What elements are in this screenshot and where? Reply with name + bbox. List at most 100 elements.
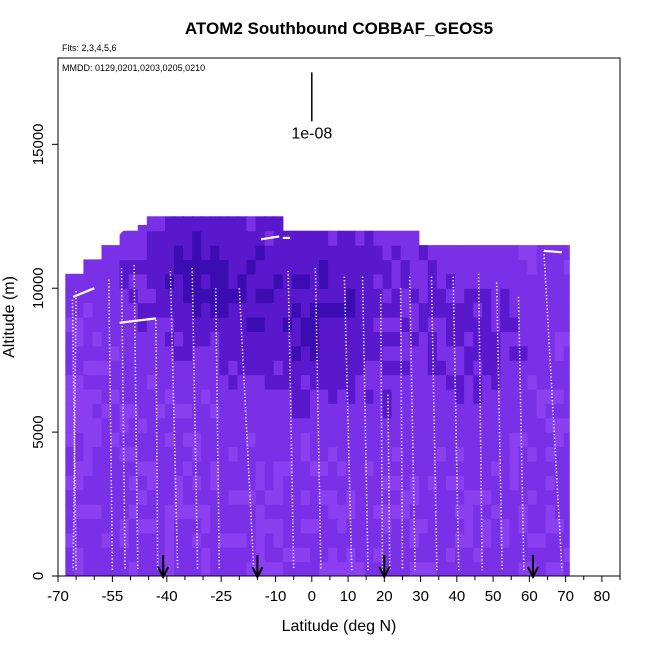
curtain-cell bbox=[65, 504, 75, 520]
curtain-cell bbox=[464, 504, 474, 520]
curtain-cell bbox=[237, 504, 248, 520]
curtain-cell bbox=[92, 388, 103, 404]
curtain-cell bbox=[264, 288, 275, 304]
curtain-cell bbox=[527, 504, 538, 520]
curtain-cell bbox=[554, 417, 565, 433]
curtain-cell bbox=[246, 317, 257, 332]
curtain-cell bbox=[554, 331, 565, 347]
curtain-cell bbox=[192, 403, 202, 419]
curtain-cell bbox=[273, 518, 284, 534]
curtain-cell bbox=[409, 345, 420, 361]
curtain-cell bbox=[137, 374, 148, 390]
curtain-cell bbox=[273, 446, 284, 462]
curtain-cell bbox=[491, 460, 501, 476]
curtain-cell bbox=[328, 360, 338, 376]
curtain-cell bbox=[300, 273, 311, 289]
curtain-cell bbox=[427, 446, 438, 462]
curtain-cell bbox=[337, 460, 347, 476]
curtain-cell bbox=[346, 532, 356, 548]
curtain-cell bbox=[183, 504, 193, 520]
curtain-cell bbox=[418, 245, 429, 261]
curtain-cell bbox=[92, 489, 103, 505]
curtain-cell bbox=[545, 360, 556, 376]
curtain-cell bbox=[228, 403, 239, 419]
curtain-cell bbox=[264, 259, 275, 275]
curtain-cell bbox=[500, 504, 510, 520]
curtain-cell bbox=[409, 302, 420, 318]
curtain-cell bbox=[192, 374, 202, 390]
curtain-cell bbox=[527, 245, 538, 261]
curtain-cell bbox=[473, 547, 483, 563]
curtain-cell bbox=[563, 475, 570, 491]
curtain-cell bbox=[355, 446, 365, 462]
curtain-cell bbox=[192, 259, 202, 275]
curtain-cell bbox=[400, 518, 411, 534]
curtain-cell bbox=[155, 345, 166, 361]
curtain-cell bbox=[155, 432, 166, 448]
curtain-cell bbox=[255, 475, 266, 491]
curtain-cell bbox=[527, 331, 538, 347]
curtain-cell bbox=[491, 532, 501, 548]
curtain-cell bbox=[201, 561, 211, 576]
curtain-cell bbox=[337, 417, 347, 433]
curtain-cell bbox=[346, 475, 356, 491]
curtain-cell bbox=[174, 432, 184, 448]
curtain-cell bbox=[536, 360, 547, 376]
curtain-cell bbox=[101, 259, 112, 275]
curtain-cell bbox=[310, 432, 320, 448]
curtain-cell bbox=[92, 403, 103, 419]
curtain-cell bbox=[527, 532, 538, 548]
curtain-cell bbox=[264, 432, 275, 448]
curtain-cell bbox=[119, 388, 130, 404]
curtain-cell bbox=[92, 273, 103, 289]
curtain-cell bbox=[518, 259, 529, 275]
curtain-cell bbox=[328, 504, 338, 520]
curtain-cell bbox=[165, 345, 175, 361]
curtain-cell bbox=[382, 302, 393, 318]
curtain-cell bbox=[246, 547, 257, 563]
curtain-cell bbox=[128, 460, 139, 476]
curtain-cell bbox=[101, 475, 112, 491]
curtain-cell bbox=[364, 561, 375, 576]
curtain-cell bbox=[346, 360, 356, 376]
x-tick-label: 30 bbox=[412, 588, 429, 605]
curtain-cell bbox=[291, 446, 302, 462]
curtain-cell bbox=[382, 532, 393, 548]
curtain-cell bbox=[282, 388, 293, 404]
curtain-cell bbox=[110, 561, 121, 576]
curtain-cell bbox=[110, 317, 121, 332]
curtain-cell bbox=[246, 345, 257, 361]
curtain-cell bbox=[210, 317, 220, 332]
curtain-cell bbox=[319, 417, 329, 433]
curtain-cell bbox=[355, 475, 365, 491]
curtain-cell bbox=[300, 302, 311, 318]
curtain-cell bbox=[210, 561, 220, 576]
curtain-cell bbox=[518, 273, 529, 289]
curtain-cell bbox=[536, 403, 547, 419]
curtain-cell bbox=[282, 245, 293, 261]
curtain-cell bbox=[183, 460, 193, 476]
curtain-cell bbox=[400, 432, 411, 448]
curtain-cell bbox=[282, 561, 293, 576]
curtain-cell bbox=[264, 417, 275, 433]
curtain-cell bbox=[473, 388, 483, 404]
curtain-cell bbox=[291, 288, 302, 304]
curtain-cell bbox=[337, 475, 347, 491]
curtain-cell bbox=[273, 547, 284, 563]
curtain-cell bbox=[183, 331, 193, 347]
curtain-cell bbox=[165, 245, 175, 261]
curtain-cell bbox=[228, 216, 239, 232]
curtain-cell bbox=[101, 317, 112, 332]
curtain-cell bbox=[137, 259, 148, 275]
curtain-cell bbox=[165, 532, 175, 548]
curtain-cell bbox=[563, 518, 570, 534]
curtain-cell bbox=[400, 317, 411, 332]
curtain-cell bbox=[518, 302, 529, 318]
x-tick-label: 80 bbox=[594, 588, 611, 605]
curtain-cell bbox=[174, 504, 184, 520]
curtain-cell bbox=[400, 489, 411, 505]
curtain-cell bbox=[500, 547, 510, 563]
curtain-cell bbox=[337, 345, 347, 361]
curtain-cell bbox=[346, 374, 356, 390]
